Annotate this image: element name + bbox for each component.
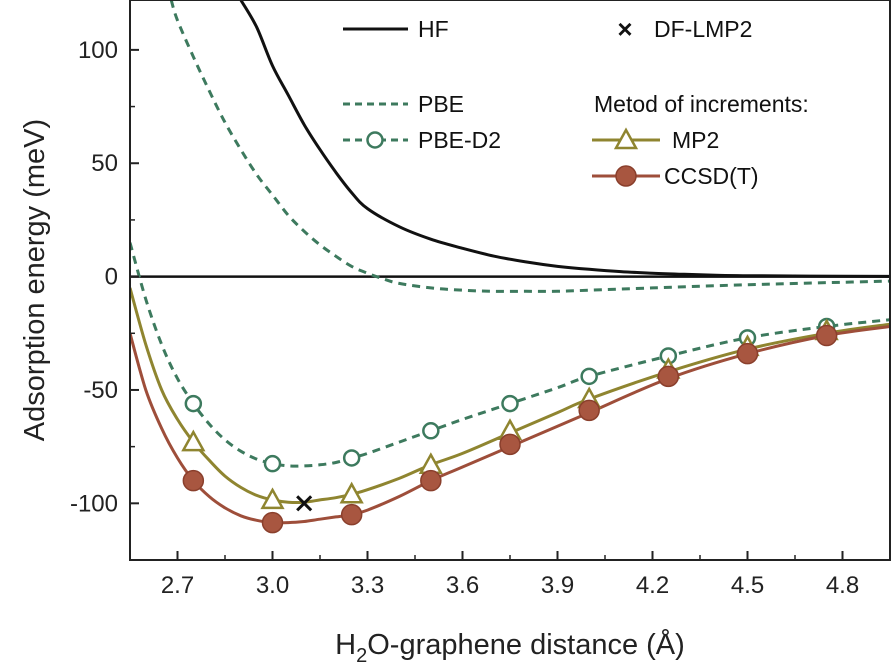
data-point-ccsd-t bbox=[182, 469, 205, 492]
x-tick-label: 2.7 bbox=[161, 572, 194, 599]
data-point-ccsd-t bbox=[340, 503, 363, 526]
x-tick-label: 4.8 bbox=[826, 572, 859, 599]
data-point-ccsd-t bbox=[420, 469, 442, 492]
x-tick-label: 3.6 bbox=[446, 572, 479, 599]
y-tick-label: 100 bbox=[78, 37, 118, 64]
data-point-mp2 bbox=[260, 487, 285, 510]
data-point-pbe-d2 bbox=[422, 422, 440, 440]
data-point-pbe-d2 bbox=[263, 454, 282, 473]
legend-marker-df-lmp2: × bbox=[617, 14, 632, 44]
legend-label-ccsdt: CCSD(T) bbox=[664, 163, 759, 189]
x-axis-label-rest: O-graphene distance (Å) bbox=[367, 628, 685, 661]
x-tick-label: 4.2 bbox=[636, 572, 669, 599]
x-tick-label: 3.3 bbox=[351, 572, 384, 599]
x-tick-label: 3.9 bbox=[541, 572, 574, 599]
legend-label-mp2: MP2 bbox=[672, 127, 719, 153]
y-tick-label: 50 bbox=[91, 150, 118, 177]
x-tick-label: 4.5 bbox=[731, 572, 764, 599]
data-point-mp2 bbox=[181, 429, 206, 452]
data-point-mp2 bbox=[339, 481, 364, 504]
legend: HF × DF-LMP2 PBE PBE-D2 Metod of increme… bbox=[343, 14, 809, 189]
x-axis: 2.7 3.0 3.3 3.6 3.9 4.2 4.5 4.8 bbox=[129, 551, 891, 599]
data-point-ccsd-t bbox=[261, 511, 284, 534]
legend-heading: Metod of increments: bbox=[594, 91, 809, 117]
data-point-pbe-d2 bbox=[184, 394, 203, 413]
plot-markers bbox=[181, 317, 839, 534]
data-point-ccsd-t bbox=[578, 399, 600, 422]
y-tick-label: 0 bbox=[105, 264, 118, 291]
legend-label-hf: HF bbox=[418, 16, 449, 42]
data-point-ccsd-t bbox=[499, 433, 521, 456]
series-line-pbe bbox=[169, 0, 890, 293]
plot-frame bbox=[129, 0, 891, 561]
data-point-pbe-d2 bbox=[501, 394, 519, 413]
y-axis-label: Adsorption energy (meV) bbox=[19, 119, 51, 441]
data-point-pbe-d2 bbox=[342, 449, 361, 467]
data-point-ccsd-t bbox=[736, 342, 759, 365]
cross-stroke-b bbox=[296, 495, 313, 512]
data-point-pbe-d2 bbox=[580, 367, 598, 386]
legend-marker-mp2 bbox=[613, 127, 639, 150]
x-tick-label: 3.0 bbox=[256, 572, 289, 599]
legend-label-pbe-d2: PBE-D2 bbox=[418, 127, 501, 153]
x-axis-label: H2O-graphene distance (Å) bbox=[335, 628, 685, 667]
y-tick-label: -100 bbox=[70, 490, 118, 517]
series-line-pbe-d2 bbox=[130, 242, 890, 468]
legend-label-pbe: PBE bbox=[418, 91, 464, 117]
x-axis-label-prefix: H bbox=[335, 629, 356, 661]
y-tick-label: -50 bbox=[83, 377, 118, 404]
legend-label-df-lmp2: DF-LMP2 bbox=[654, 16, 752, 42]
data-point-ccsd-t bbox=[815, 324, 838, 347]
series-line-hf bbox=[239, 0, 890, 278]
legend-marker-pbe-d2 bbox=[366, 131, 384, 149]
x-axis-label-subscript: 2 bbox=[356, 645, 367, 667]
data-point-ccsd-t bbox=[657, 365, 680, 388]
legend-marker-ccsdt bbox=[615, 165, 637, 187]
data-point-df-lmp2 bbox=[296, 495, 313, 512]
y-axis: -100 -50 0 50 100 bbox=[70, 37, 139, 561]
